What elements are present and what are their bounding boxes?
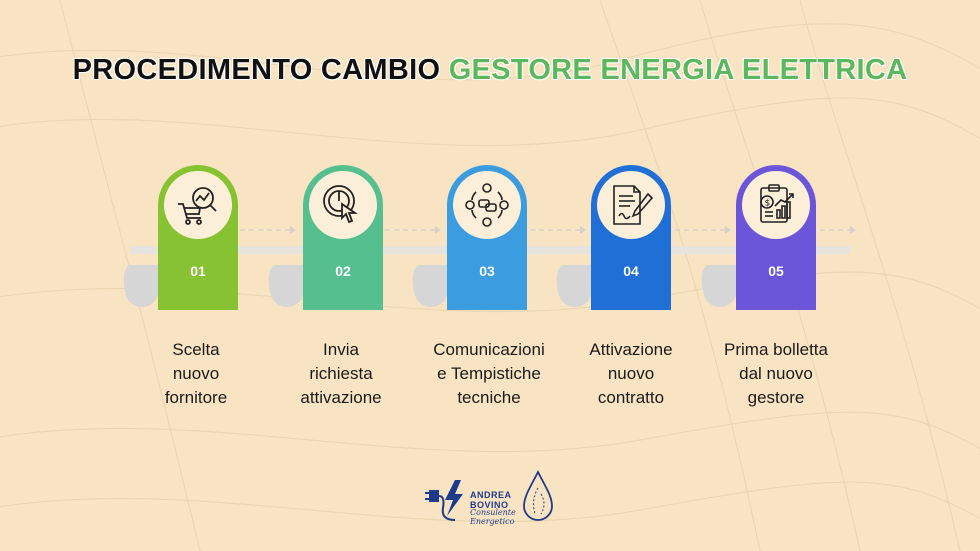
shopping-cart-magnifier-icon [178, 187, 217, 225]
step-3-label-line-3: tecniche [457, 388, 521, 407]
step-1-label-line-1: Scelta [172, 340, 220, 359]
step-3-label: Comunicazioni e Tempistiche tecniche [414, 338, 564, 410]
step-1-label-line-3: fornitore [164, 388, 228, 407]
step-5-label-line-1: Prima bolletta [724, 340, 828, 359]
logo-name-line-1: ANDREA [470, 490, 512, 500]
logo-subtitle-line-2: Energetico [470, 517, 515, 526]
step-3-label-line-1: Comunicazioni [433, 340, 545, 359]
title-part-2: GESTORE ENERGIA ELETTRICA [448, 54, 908, 86]
step-1-label: Scelta nuovo fornitore [121, 338, 271, 410]
contract-document-pen-icon [613, 185, 654, 225]
step-4-label-line-2: nuovo [607, 364, 655, 383]
logo-name-line-2: BOVINO [470, 500, 509, 510]
title-part-1: PROCEDIMENTO CAMBIO [72, 54, 441, 86]
svg-text:$: $ [765, 199, 771, 209]
page-title: PROCEDIMENTO CAMBIO GESTORE ENERGIA ELET… [0, 54, 980, 87]
step-2-number: 02 [335, 263, 351, 279]
step-4-label-line-3: contratto [597, 388, 665, 407]
step-1: 01 [123, 165, 270, 310]
brand-logo: ANDREA BOVINO Consulente Energetico [425, 470, 555, 526]
step-3-label-line-2: e Tempistiche [437, 364, 541, 383]
step-3-number: 03 [479, 263, 495, 279]
step-1-label-line-2: nuovo [172, 364, 220, 383]
step-2: 02 [268, 165, 415, 310]
step-4-curl [556, 265, 591, 307]
step-1-number: 01 [190, 263, 206, 279]
step-3: 03 [412, 165, 559, 310]
step-5: $ 05 [701, 165, 848, 310]
step-5-curl [701, 265, 736, 307]
step-4: 04 [556, 165, 703, 310]
communication-network-icon [465, 183, 509, 227]
step-5-number: 05 [768, 263, 784, 279]
logo-subtitle: Consulente Energetico [470, 508, 516, 526]
step-5-label: Prima bolletta dal nuovo gestore [701, 338, 851, 410]
logo-name: ANDREA BOVINO [470, 490, 512, 510]
power-button-click-icon [323, 185, 358, 224]
step-3-icon-circle [453, 171, 521, 239]
step-5-icon-circle: $ [742, 171, 810, 239]
step-2-icon-circle [309, 171, 377, 239]
step-5-label-line-2: dal nuovo [739, 364, 813, 383]
step-4-label: Attivazione nuovo contratto [556, 338, 706, 410]
step-1-icon-circle [164, 171, 232, 239]
step-2-label: Invia richiesta attivazione [266, 338, 416, 410]
bill-chart-icon: $ [760, 184, 794, 223]
step-1-curl [123, 265, 158, 307]
step-4-label-line-1: Attivazione [589, 340, 673, 359]
step-2-label-line-1: Invia [323, 340, 359, 359]
logo-subtitle-line-1: Consulente [470, 508, 516, 517]
plug-lightning-icon [425, 480, 463, 521]
step-2-curl [268, 265, 303, 307]
step-3-curl [412, 265, 447, 307]
step-2-label-line-3: attivazione [300, 388, 382, 407]
step-5-label-line-3: gestore [747, 388, 805, 407]
step-2-label-line-2: richiesta [309, 364, 373, 383]
step-4-number: 04 [623, 263, 639, 279]
step-4-icon-circle [597, 171, 665, 239]
water-drop-icon [523, 470, 553, 521]
